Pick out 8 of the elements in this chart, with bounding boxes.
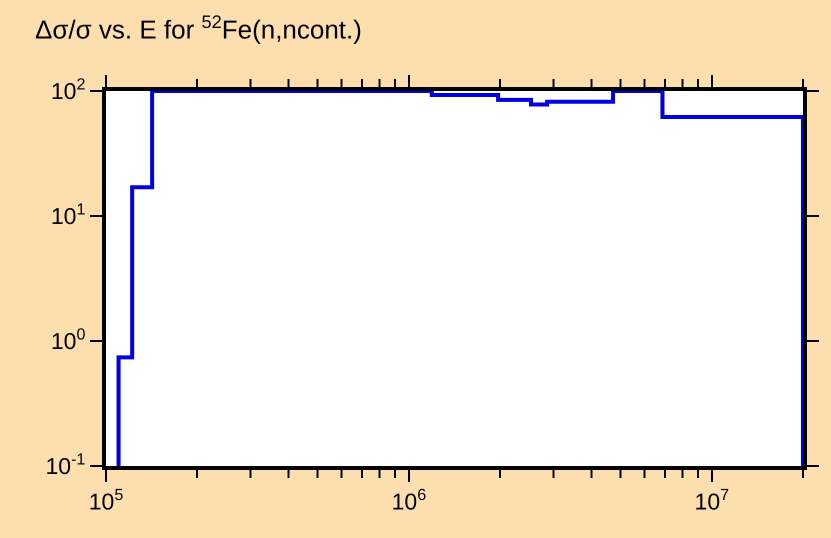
- y-tick-label: 10$^{0}$: [50, 325, 86, 354]
- y-tick-label: 10$^{1}$: [50, 200, 86, 230]
- x-tick-label: 10$^{5}$: [88, 486, 124, 515]
- y-tick-label: 10$^{2}$: [50, 75, 86, 104]
- chart-title: Δσ/σ vs. E for $^{52}$Fe(n,ncont.): [35, 12, 362, 45]
- x-tick-label: 10$^{7}$: [694, 486, 730, 515]
- y-tick-label: 10$^{-1}$: [45, 450, 86, 480]
- x-tick-label: 10$^{6}$: [392, 486, 426, 515]
